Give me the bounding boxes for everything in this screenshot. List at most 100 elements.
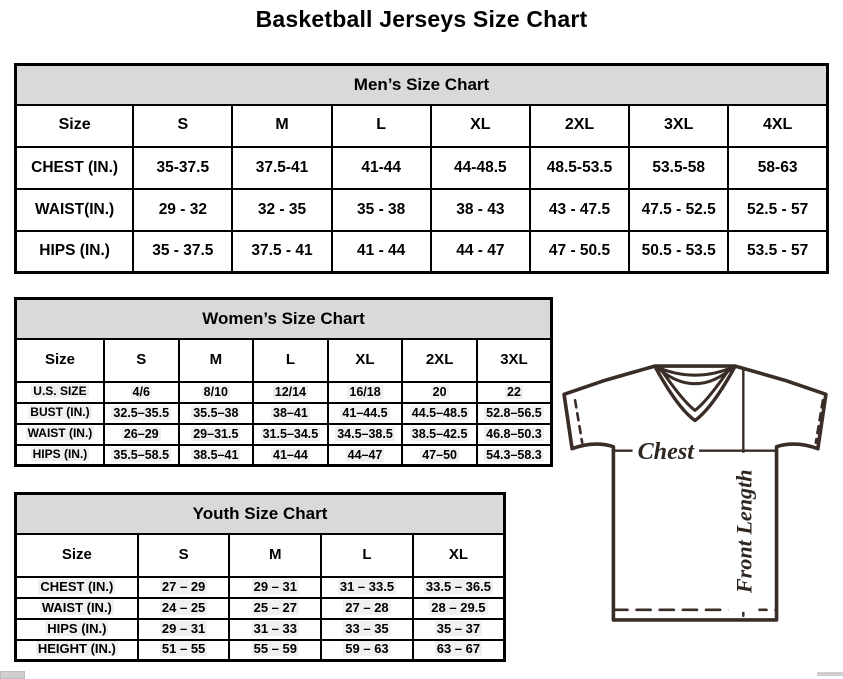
mens-measure-value: 41 - 44 [330, 229, 432, 274]
womens-measure-value: 35.5–58.5 [102, 443, 180, 467]
youth-chart-title: Youth Size Chart [14, 492, 506, 535]
mens-measure-value: 44 - 47 [429, 229, 531, 274]
womens-measure-value: 47–50 [401, 443, 478, 467]
youth-size-table: Youth Size Chart Size S M L XL CHEST (IN.) 27 –… [14, 492, 506, 662]
mens-size-header-m: M [231, 103, 333, 148]
mens-size-header-2xl: 2XL [528, 103, 631, 148]
womens-measure-value: 44.5–48.5 [401, 401, 478, 425]
womens-size-header-3xl: 3XL [475, 337, 553, 383]
youth-measure-value: 51 – 55 [136, 638, 231, 662]
mens-measure-value: 47.5 - 52.5 [628, 187, 730, 232]
youth-measure-label: HIPS (IN.) [14, 617, 139, 641]
womens-measure-value: 44–47 [326, 443, 404, 467]
youth-measure-value: 28 – 29.5 [411, 596, 506, 620]
womens-measure-value: 35.5–38 [177, 401, 255, 425]
youth-measure-value: 35 – 37 [411, 617, 506, 641]
mens-measure-label: HIPS (IN.) [14, 229, 135, 274]
womens-measure-value: 16/18 [326, 380, 404, 404]
mens-measure-value: 35 - 38 [330, 187, 432, 232]
mens-measure-value: 58-63 [727, 145, 829, 190]
youth-measure-value: 33.5 – 36.5 [411, 575, 506, 599]
mens-measure-value: 50.5 - 53.5 [628, 229, 730, 274]
mens-measure-value: 35-37.5 [132, 145, 234, 190]
womens-measure-value: 4/6 [102, 380, 180, 404]
right-cuff-dashed-line [814, 399, 825, 444]
youth-measure-value: 29 – 31 [136, 617, 231, 641]
womens-measure-label: WAIST (IN.) [14, 422, 105, 446]
womens-measure-value: 32.5–35.5 [102, 401, 180, 425]
youth-measure-value: 24 – 25 [136, 596, 231, 620]
womens-size-header-xl: XL [326, 337, 404, 383]
womens-measure-value: 38.5–41 [177, 443, 255, 467]
womens-measure-value: 41–44.5 [326, 401, 404, 425]
mens-measure-value: 41-44 [330, 145, 432, 190]
womens-measure-value: 38–41 [252, 401, 329, 425]
womens-chart-title: Women’s Size Chart [14, 297, 553, 340]
front-length-label: Front Length [731, 469, 756, 594]
mens-measure-value: 48.5-53.5 [528, 145, 631, 190]
womens-measure-value: 52.8–56.5 [475, 401, 553, 425]
v-neck-outer [652, 364, 737, 423]
jersey-outline [562, 364, 828, 622]
mens-size-header-s: S [132, 103, 234, 148]
chest-label: Chest [638, 438, 696, 465]
womens-measure-value: 31.5–34.5 [252, 422, 329, 446]
womens-size-header-2xl: 2XL [401, 337, 478, 383]
mens-measure-label: CHEST (IN.) [14, 145, 135, 190]
youth-measure-label: WAIST (IN.) [14, 596, 139, 620]
jersey-measurement-diagram: Chest Front Length [558, 354, 840, 630]
womens-measure-value: 8/10 [177, 380, 255, 404]
jersey-diagram-svg: Chest Front Length [562, 364, 828, 622]
womens-measure-value: 41–44 [252, 443, 329, 467]
womens-measure-value: 34.5–38.5 [326, 422, 404, 446]
front-length-label-mask [728, 452, 759, 612]
youth-size-header-xl: XL [411, 532, 506, 578]
mens-chart-title: Men’s Size Chart [14, 63, 829, 106]
womens-measure-value: 46.8–50.3 [475, 422, 553, 446]
womens-size-column-header: Size [14, 337, 105, 383]
mens-measure-value: 29 - 32 [132, 187, 234, 232]
youth-measure-value: 27 – 29 [136, 575, 231, 599]
left-cuff-dashed-line [573, 399, 584, 444]
womens-size-header-m: M [177, 337, 255, 383]
mens-measure-value: 53.5-58 [628, 145, 730, 190]
mens-measure-value: 47 - 50.5 [528, 229, 631, 274]
youth-measure-value: 33 – 35 [320, 617, 414, 641]
mens-measure-label: WAIST(IN.) [14, 187, 135, 232]
mens-measure-value: 53.5 - 57 [727, 229, 829, 274]
womens-measure-value: 12/14 [252, 380, 329, 404]
womens-size-header-s: S [102, 337, 180, 383]
womens-measure-label: HIPS (IN.) [14, 443, 105, 467]
mens-size-table: Men’s Size Chart Size S M L XL 2XL 3XL 4XL CHEST … [14, 63, 829, 274]
v-neck-inner [659, 367, 731, 412]
youth-measure-value: 55 – 59 [228, 638, 323, 662]
youth-measure-value: 27 – 28 [320, 596, 414, 620]
youth-size-column-header: Size [14, 532, 139, 578]
womens-measure-value: 54.3–58.3 [475, 443, 553, 467]
womens-measure-value: 38.5–42.5 [401, 422, 478, 446]
mens-measure-value: 32 - 35 [231, 187, 333, 232]
youth-measure-value: 31 – 33.5 [320, 575, 414, 599]
horizontal-scrollbar-right-fragment[interactable] [817, 672, 843, 676]
youth-size-header-s: S [136, 532, 231, 578]
mens-measure-value: 52.5 - 57 [727, 187, 829, 232]
mens-measure-value: 37.5 - 41 [231, 229, 333, 274]
womens-measure-value: 29–31.5 [177, 422, 255, 446]
youth-measure-label: HEIGHT (IN.) [14, 638, 139, 662]
mens-measure-value: 35 - 37.5 [132, 229, 234, 274]
youth-measure-value: 29 – 31 [228, 575, 323, 599]
horizontal-scrollbar-left-fragment[interactable] [0, 671, 25, 679]
mens-size-column-header: Size [14, 103, 135, 148]
mens-measure-value: 44-48.5 [429, 145, 531, 190]
womens-measure-value: 26–29 [102, 422, 180, 446]
youth-measure-value: 31 – 33 [228, 617, 323, 641]
mens-size-header-3xl: 3XL [628, 103, 730, 148]
womens-size-header-l: L [252, 337, 329, 383]
mens-measure-value: 38 - 43 [429, 187, 531, 232]
youth-measure-value: 63 – 67 [411, 638, 506, 662]
collar-back-arc-1 [653, 364, 737, 377]
mens-size-header-xl: XL [429, 103, 531, 148]
womens-measure-label: U.S. SIZE [14, 380, 105, 404]
mens-size-header-4xl: 4XL [727, 103, 829, 148]
